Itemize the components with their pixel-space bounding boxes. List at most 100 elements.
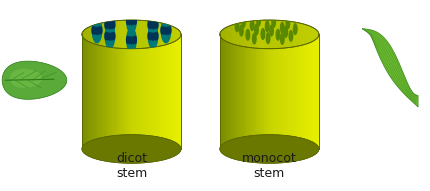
Polygon shape <box>269 34 270 149</box>
Polygon shape <box>98 34 100 149</box>
Ellipse shape <box>82 135 181 163</box>
Polygon shape <box>289 34 290 149</box>
Polygon shape <box>244 22 246 47</box>
Polygon shape <box>247 34 249 149</box>
Polygon shape <box>293 34 295 149</box>
Polygon shape <box>164 34 166 149</box>
Polygon shape <box>175 28 178 41</box>
Polygon shape <box>159 34 161 149</box>
Polygon shape <box>175 34 177 149</box>
Polygon shape <box>239 22 242 46</box>
Polygon shape <box>163 34 164 149</box>
Polygon shape <box>128 34 129 149</box>
Polygon shape <box>125 34 126 149</box>
Polygon shape <box>166 24 168 45</box>
Polygon shape <box>100 34 101 149</box>
Polygon shape <box>161 34 163 149</box>
Ellipse shape <box>151 21 154 29</box>
Ellipse shape <box>112 32 115 40</box>
Polygon shape <box>224 34 226 149</box>
Polygon shape <box>239 34 241 149</box>
Polygon shape <box>133 34 135 149</box>
Polygon shape <box>234 34 236 149</box>
Polygon shape <box>141 34 143 149</box>
Polygon shape <box>131 34 133 149</box>
Ellipse shape <box>129 36 133 45</box>
Polygon shape <box>219 30 222 39</box>
Polygon shape <box>83 34 85 149</box>
Polygon shape <box>312 34 313 149</box>
Polygon shape <box>171 34 172 149</box>
Polygon shape <box>120 34 121 149</box>
Polygon shape <box>302 34 303 149</box>
Ellipse shape <box>155 32 158 40</box>
Polygon shape <box>249 21 252 48</box>
Polygon shape <box>161 23 163 46</box>
Polygon shape <box>156 34 157 149</box>
Ellipse shape <box>292 23 297 35</box>
Polygon shape <box>163 23 166 45</box>
Polygon shape <box>244 34 246 149</box>
Polygon shape <box>306 25 308 44</box>
Polygon shape <box>246 34 247 149</box>
Polygon shape <box>236 34 237 149</box>
Polygon shape <box>254 34 255 149</box>
Ellipse shape <box>132 36 135 45</box>
Polygon shape <box>261 20 264 49</box>
Ellipse shape <box>112 20 115 29</box>
Polygon shape <box>136 34 138 149</box>
Ellipse shape <box>147 32 150 40</box>
Polygon shape <box>2 61 67 99</box>
Polygon shape <box>313 28 316 41</box>
Polygon shape <box>298 34 300 149</box>
Polygon shape <box>255 34 257 149</box>
Polygon shape <box>121 34 123 149</box>
Polygon shape <box>273 34 275 149</box>
Polygon shape <box>174 34 175 149</box>
Polygon shape <box>156 22 158 47</box>
Ellipse shape <box>160 18 171 44</box>
Polygon shape <box>237 23 239 46</box>
Polygon shape <box>295 34 297 149</box>
Polygon shape <box>227 26 229 43</box>
Polygon shape <box>121 20 124 49</box>
Text: dicot
stem: dicot stem <box>116 151 147 180</box>
Ellipse shape <box>147 20 150 29</box>
Polygon shape <box>313 34 315 149</box>
Ellipse shape <box>270 16 276 28</box>
Polygon shape <box>243 34 244 149</box>
Polygon shape <box>227 34 229 149</box>
Polygon shape <box>177 34 179 149</box>
Polygon shape <box>305 34 307 149</box>
Polygon shape <box>282 34 283 149</box>
Polygon shape <box>237 34 239 149</box>
Polygon shape <box>287 34 289 149</box>
Polygon shape <box>113 34 115 149</box>
Ellipse shape <box>260 28 265 40</box>
Polygon shape <box>231 34 233 149</box>
Polygon shape <box>92 34 93 149</box>
Polygon shape <box>151 34 153 149</box>
Ellipse shape <box>164 27 167 35</box>
Polygon shape <box>246 21 249 48</box>
Text: monocot
stem: monocot stem <box>241 151 296 180</box>
Polygon shape <box>308 26 311 43</box>
Polygon shape <box>109 21 111 48</box>
Ellipse shape <box>147 23 158 49</box>
Polygon shape <box>303 34 305 149</box>
Polygon shape <box>262 34 264 149</box>
Ellipse shape <box>153 21 157 29</box>
Polygon shape <box>119 20 121 48</box>
Polygon shape <box>86 27 89 42</box>
Polygon shape <box>116 20 119 48</box>
Polygon shape <box>316 34 318 149</box>
Ellipse shape <box>265 32 270 44</box>
Ellipse shape <box>219 20 318 49</box>
Polygon shape <box>105 34 106 149</box>
Polygon shape <box>267 34 269 149</box>
Ellipse shape <box>149 32 152 41</box>
Polygon shape <box>96 34 98 149</box>
Polygon shape <box>261 34 262 149</box>
Polygon shape <box>93 34 95 149</box>
Polygon shape <box>264 34 265 149</box>
